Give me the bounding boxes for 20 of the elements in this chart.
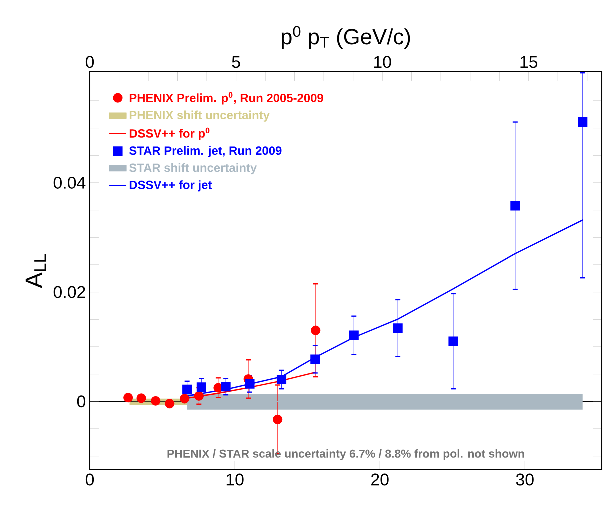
x-tick-label: 10 — [226, 474, 244, 486]
x-tick-label: 0 — [86, 474, 94, 486]
x-tick-label: 20 — [372, 474, 389, 486]
annotation: PHENIX / STAR scale uncertainty 6.7% / 8.8% from pol. not shown — [168, 450, 524, 460]
legend-label: PHENIX shift uncertainty — [130, 110, 270, 122]
legend-label: STAR shift uncertainty — [129, 163, 258, 175]
y-tick-label: 0 — [77, 396, 86, 408]
x2-tick-label: 10 — [374, 56, 392, 68]
x2-tick-label: 15 — [520, 56, 538, 68]
x2-tick-label: 0 — [86, 56, 94, 68]
x-tick-label: 30 — [516, 474, 534, 486]
legend-label: DSSV++ for p$^{0}$ — [130, 128, 210, 140]
y-axis-title: A$_{LL}$ — [26, 254, 46, 288]
legend-label: PHENIX Prelim. p$^{0}$, Run 2005-2009 — [130, 92, 324, 105]
legend-label: DSSV++ for jet — [130, 180, 212, 192]
y-tick-label: 0.02 — [54, 286, 86, 298]
x2-axis-title: p$^{0}$ p$_{T}$ (GeV/c) — [282, 26, 410, 50]
y-tick-label: 0.04 — [54, 176, 86, 189]
x2-tick-label: 5 — [232, 56, 240, 68]
legend-label: STAR Prelim. jet, Run 2009 — [129, 146, 282, 158]
